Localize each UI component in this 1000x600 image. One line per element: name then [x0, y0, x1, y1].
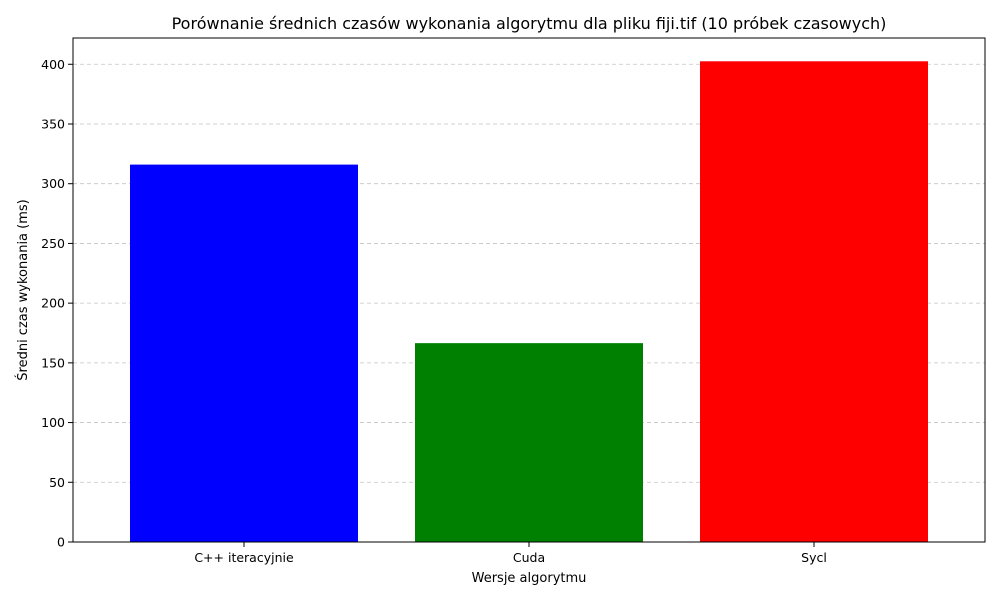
x-tick-label: C++ iteracyjnie [194, 550, 294, 565]
y-tick-label: 350 [41, 116, 65, 131]
chart-title: Porównanie średnich czasów wykonania alg… [172, 14, 887, 33]
x-axis: C++ iteracyjnie Cuda Sycl [194, 542, 827, 565]
y-tick-label: 250 [41, 236, 65, 251]
y-tick-label: 300 [41, 176, 65, 191]
bar-sycl [700, 61, 928, 543]
bars [130, 61, 928, 543]
y-tick-label: 150 [41, 355, 65, 370]
y-tick-label: 200 [41, 296, 65, 311]
x-axis-label: Wersje algorytmu [472, 571, 587, 586]
y-tick-label: 400 [41, 57, 65, 72]
y-tick-label: 100 [41, 415, 65, 430]
y-tick-label: 0 [57, 535, 65, 550]
x-tick-label: Sycl [801, 550, 827, 565]
y-axis: 0 50 100 150 200 250 300 350 400 [41, 57, 73, 550]
y-axis-label: Średni czas wykonania (ms) [15, 199, 31, 380]
bar-c-iteracyjnie [130, 164, 358, 542]
bar-cuda [415, 343, 643, 542]
x-tick-label: Cuda [513, 550, 545, 565]
y-tick-label: 50 [49, 475, 65, 490]
